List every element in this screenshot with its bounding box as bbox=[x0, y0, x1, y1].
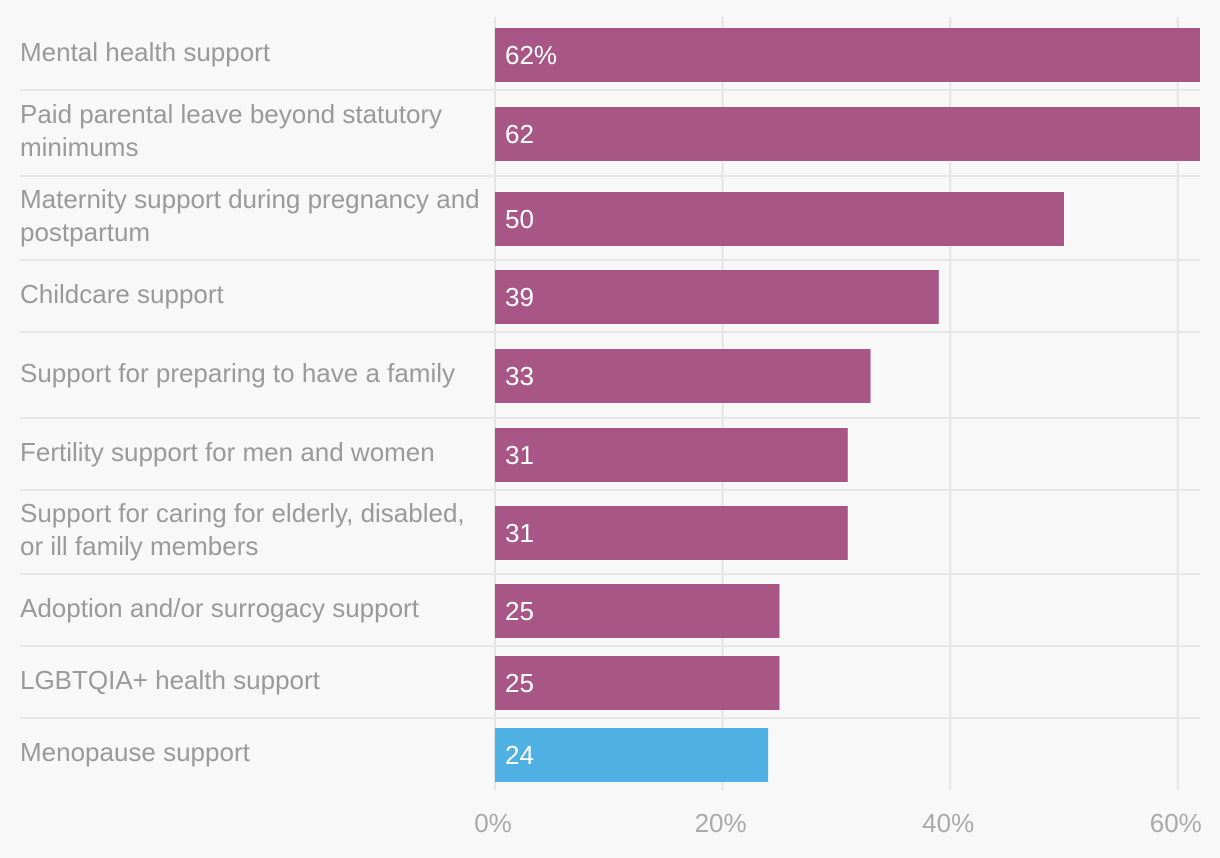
bar bbox=[495, 656, 780, 710]
category-label-text: Maternity support during pregnancy and p… bbox=[20, 184, 480, 247]
category-label-text: Menopause support bbox=[20, 736, 250, 767]
x-tick-label: 40% bbox=[922, 808, 974, 838]
category-label-text: Paid parental leave beyond statutory min… bbox=[20, 99, 443, 162]
category-label: Menopause support bbox=[20, 716, 490, 788]
category-label-text: LGBTQIA+ health support bbox=[20, 664, 320, 695]
category-label-text: Adoption and/or surrogacy support bbox=[20, 592, 419, 623]
bar bbox=[495, 728, 769, 782]
bar bbox=[495, 28, 1200, 82]
bar bbox=[495, 584, 780, 638]
category-label: Support for preparing to have a family bbox=[20, 330, 490, 416]
bar-value-label: 24 bbox=[505, 740, 534, 770]
x-tick-label: 60% bbox=[1150, 808, 1202, 838]
bar-value-label: 31 bbox=[505, 518, 534, 548]
bar-value-label: 62 bbox=[505, 119, 534, 149]
bar bbox=[495, 506, 848, 560]
bar bbox=[495, 270, 939, 324]
category-label: LGBTQIA+ health support bbox=[20, 644, 490, 716]
bar-value-label: 31 bbox=[505, 440, 534, 470]
bar bbox=[495, 107, 1200, 161]
bar-value-label: 25 bbox=[505, 668, 534, 698]
category-label-text: Mental health support bbox=[20, 36, 271, 67]
category-label: Maternity support during pregnancy and p… bbox=[20, 174, 490, 258]
x-tick-label: 20% bbox=[695, 808, 747, 838]
bar-value-label: 25 bbox=[505, 596, 534, 626]
bar bbox=[495, 192, 1064, 246]
category-label: Mental health support bbox=[20, 16, 490, 88]
bar-value-label: 33 bbox=[505, 361, 534, 391]
category-label-text: Childcare support bbox=[20, 278, 224, 309]
bar bbox=[495, 428, 848, 482]
category-label: Paid parental leave beyond statutory min… bbox=[20, 88, 490, 174]
category-label: Support for caring for elderly, disabled… bbox=[20, 488, 490, 572]
category-label: Fertility support for men and women bbox=[20, 416, 490, 488]
category-label-text: Support for caring for elderly, disabled… bbox=[20, 498, 465, 561]
bar bbox=[495, 349, 871, 403]
bar-value-label: 39 bbox=[505, 282, 534, 312]
category-label-text: Support for preparing to have a family bbox=[20, 357, 456, 388]
bar-value-label: 62% bbox=[505, 40, 557, 70]
category-label-text: Fertility support for men and women bbox=[20, 436, 435, 467]
x-tick-label: 0% bbox=[474, 808, 512, 838]
category-label: Adoption and/or surrogacy support bbox=[20, 572, 490, 644]
category-label: Childcare support bbox=[20, 258, 490, 330]
bar-value-label: 50 bbox=[505, 204, 534, 234]
